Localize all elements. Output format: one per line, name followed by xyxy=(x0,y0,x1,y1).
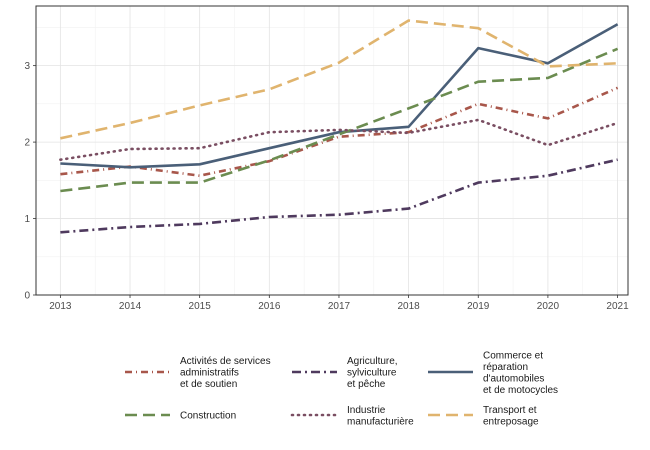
y-tick-label: 3 xyxy=(24,61,30,72)
legend-item-0: Activités de services administratifs et de… xyxy=(125,356,271,390)
x-tick-label: 2014 xyxy=(119,301,142,312)
x-tick-label: 2018 xyxy=(397,301,420,312)
y-tick-label: 1 xyxy=(24,214,30,225)
legend: Activités de services administratifs et de… xyxy=(125,350,558,427)
x-tick-label: 2016 xyxy=(258,301,281,312)
legend-item-1: Agriculture, sylviculture et pêche xyxy=(292,356,398,390)
legend-label: Construction xyxy=(180,411,236,422)
legend-label: Commerce et réparation d'automobiles et de … xyxy=(483,350,558,396)
x-tick-label: 2017 xyxy=(328,301,351,312)
legend-item-5: Transport et entreposage xyxy=(428,405,539,428)
grid xyxy=(36,6,628,296)
series-line-1 xyxy=(60,158,618,234)
x-tick-label: 2020 xyxy=(537,301,560,312)
y-tick-label: 0 xyxy=(24,291,30,302)
y-tick-label: 2 xyxy=(24,138,30,149)
x-tick-label: 2013 xyxy=(49,301,72,312)
x-tick-label: 2019 xyxy=(467,301,490,312)
legend-item-4: Industrie manufacturière xyxy=(290,405,414,428)
series-line-5 xyxy=(60,19,618,140)
axis-ticks: 0 1 2 3 2013 2014 2015 2016 2017 2018 2019 2020 2021 xyxy=(24,61,629,312)
series-line-3 xyxy=(60,47,619,193)
legend-item-3: Construction xyxy=(125,411,236,422)
series-line-4 xyxy=(59,118,619,161)
x-tick-label: 2015 xyxy=(189,301,212,312)
legend-label: Agriculture, sylviculture et pêche xyxy=(347,356,398,390)
series-line-2 xyxy=(60,23,619,169)
legend-item-2: Commerce et réparation d'automobiles et de … xyxy=(428,350,558,396)
legend-label: Activités de services administratifs et de… xyxy=(180,356,271,390)
legend-label: Industrie manufacturière xyxy=(347,405,414,428)
legend-label: Transport et entreposage xyxy=(483,405,539,428)
x-tick-label: 2021 xyxy=(606,301,629,312)
plot-panel-border xyxy=(35,5,629,296)
series-layer xyxy=(59,19,619,234)
